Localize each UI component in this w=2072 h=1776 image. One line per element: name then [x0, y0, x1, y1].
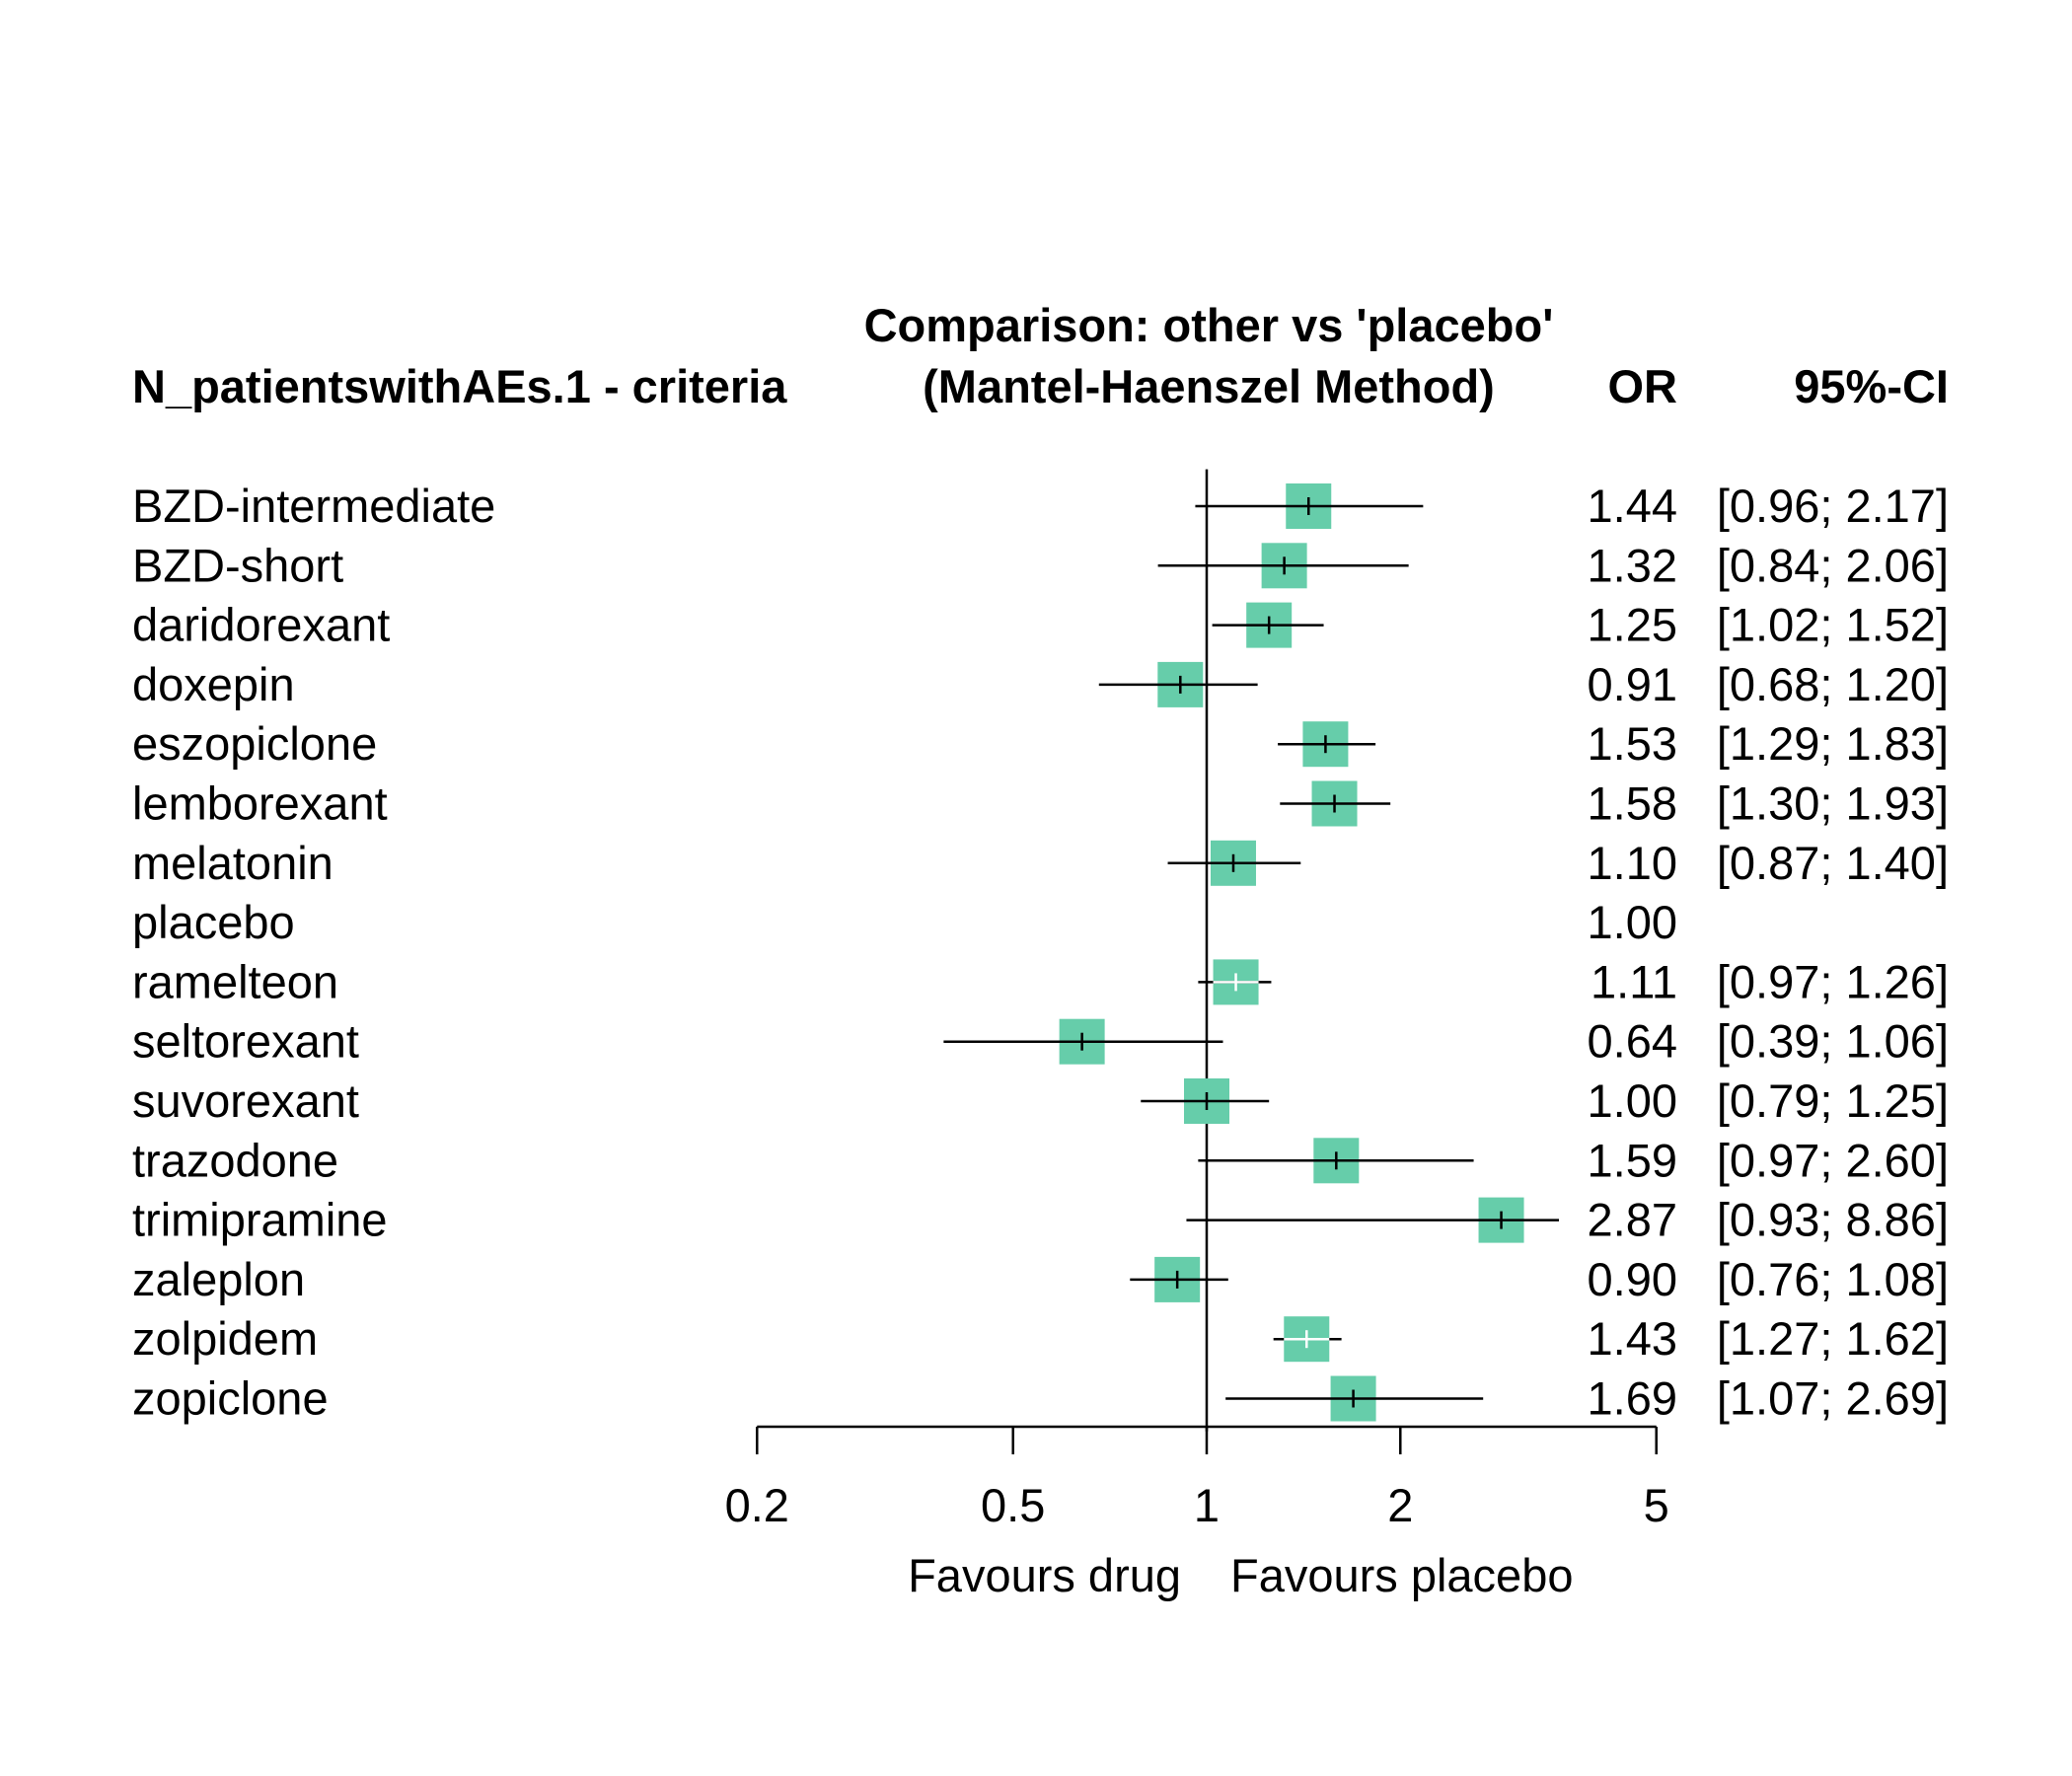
table-row: daridorexant 1.25 [1.02; 1.52] — [132, 599, 1949, 651]
ci-value: [0.93; 8.86] — [1717, 1194, 1949, 1246]
x-axis: 0.2 0.5 1 2 5 — [725, 1425, 1669, 1531]
or-value: 1.00 — [1588, 1074, 1677, 1127]
favours-drug-label: Favours drug — [908, 1549, 1181, 1601]
ci-value: [0.79; 1.25] — [1717, 1074, 1949, 1127]
ci-value: [1.02; 1.52] — [1717, 599, 1949, 651]
or-value: 1.44 — [1588, 480, 1677, 532]
table-row: trazodone 1.59 [0.97; 2.60] — [132, 1134, 1949, 1186]
axis-tick-label: 2 — [1387, 1479, 1413, 1531]
ci-value: [0.68; 1.20] — [1717, 658, 1949, 710]
treatment-label: daridorexant — [132, 599, 390, 651]
ci-value: [0.84; 2.06] — [1717, 539, 1949, 591]
or-value: 1.58 — [1588, 777, 1677, 830]
table-row: ramelteon 1.11 [0.97; 1.26] — [132, 955, 1949, 1007]
treatment-label: lemborexant — [132, 777, 388, 830]
table-row: zaleplon 0.90 [0.76; 1.08] — [132, 1253, 1949, 1305]
ci-value: [0.96; 2.17] — [1717, 480, 1949, 532]
table-row: zolpidem 1.43 [1.27; 1.62] — [132, 1312, 1949, 1365]
treatment-label: placebo — [132, 896, 295, 948]
treatment-label: suvorexant — [132, 1074, 359, 1127]
table-row: suvorexant 1.00 [0.79; 1.25] — [132, 1074, 1949, 1127]
or-value: 1.25 — [1588, 599, 1677, 651]
treatment-label: eszopiclone — [132, 717, 377, 770]
ci-value: [0.76; 1.08] — [1717, 1253, 1949, 1305]
or-value: 0.90 — [1588, 1253, 1677, 1305]
axis-tick-label: 0.5 — [981, 1479, 1045, 1531]
treatment-label: zolpidem — [132, 1312, 318, 1365]
comparison-method: (Mantel-Haenszel Method) — [923, 360, 1495, 412]
or-value: 1.11 — [1591, 955, 1677, 1007]
favours-labels: Favours drug Favours placebo — [908, 1549, 1573, 1601]
or-value: 1.43 — [1588, 1312, 1677, 1365]
axis-tick-label: 1 — [1194, 1479, 1220, 1531]
treatment-label: BZD-short — [132, 539, 343, 591]
table-row: placebo 1.00 — [132, 896, 1677, 948]
or-value: 1.00 — [1588, 896, 1677, 948]
treatment-label: seltorexant — [132, 1015, 359, 1068]
table-row: lemborexant 1.58 [1.30; 1.93] — [132, 777, 1949, 830]
table-row: seltorexant 0.64 [0.39; 1.06] — [132, 1015, 1949, 1068]
ci-value: [0.97; 2.60] — [1717, 1134, 1949, 1186]
table-row: eszopiclone 1.53 [1.29; 1.83] — [132, 717, 1949, 770]
ci-value: [1.29; 1.83] — [1717, 717, 1949, 770]
treatment-label: zopiclone — [132, 1372, 329, 1425]
treatment-label: doxepin — [132, 658, 295, 710]
table-row: melatonin 1.10 [0.87; 1.40] — [132, 837, 1949, 889]
treatment-label: melatonin — [132, 837, 333, 889]
or-column-header: OR — [1608, 360, 1678, 412]
treatment-label: BZD-intermediate — [132, 480, 495, 532]
ci-value: [0.87; 1.40] — [1717, 837, 1949, 889]
ci-column-header: 95%-CI — [1794, 360, 1949, 412]
comparison-title: Comparison: other vs 'placebo' — [864, 299, 1554, 351]
or-value: 1.59 — [1588, 1134, 1677, 1186]
or-value: 1.32 — [1588, 539, 1677, 591]
ci-value: [0.97; 1.26] — [1717, 955, 1949, 1007]
ci-value: [0.39; 1.06] — [1717, 1015, 1949, 1068]
or-value: 2.87 — [1588, 1194, 1677, 1246]
or-value: 0.91 — [1588, 658, 1677, 710]
ci-value: [1.30; 1.93] — [1717, 777, 1949, 830]
or-value: 1.53 — [1588, 717, 1677, 770]
table-row: BZD-intermediate 1.44 [0.96; 2.17] — [132, 480, 1949, 532]
or-value: 1.69 — [1588, 1372, 1677, 1425]
treatment-label: trimipramine — [132, 1194, 388, 1246]
table-row: trimipramine 2.87 [0.93; 8.86] — [132, 1194, 1949, 1246]
treatment-label: ramelteon — [132, 955, 338, 1007]
table-row: doxepin 0.91 [0.68; 1.20] — [132, 658, 1949, 710]
column-headers: N_patientswithAEs.1 - criteria Compariso… — [132, 299, 1949, 412]
table-row: BZD-short 1.32 [0.84; 2.06] — [132, 539, 1949, 591]
axis-tick-label: 5 — [1644, 1479, 1669, 1531]
or-value: 0.64 — [1588, 1015, 1677, 1068]
outcome-header: N_patientswithAEs.1 - criteria — [132, 360, 787, 412]
table-row: zopiclone 1.69 [1.07; 2.69] — [132, 1372, 1949, 1425]
favours-placebo-label: Favours placebo — [1230, 1549, 1573, 1601]
treatment-label: zaleplon — [132, 1253, 305, 1305]
or-value: 1.10 — [1588, 837, 1677, 889]
treatment-label: trazodone — [132, 1134, 338, 1186]
ci-value: [1.07; 2.69] — [1717, 1372, 1949, 1425]
study-rows: BZD-intermediate 1.44 [0.96; 2.17] BZD-shor… — [132, 469, 1949, 1432]
ci-value: [1.27; 1.62] — [1717, 1312, 1949, 1365]
axis-tick-label: 0.2 — [725, 1479, 789, 1531]
